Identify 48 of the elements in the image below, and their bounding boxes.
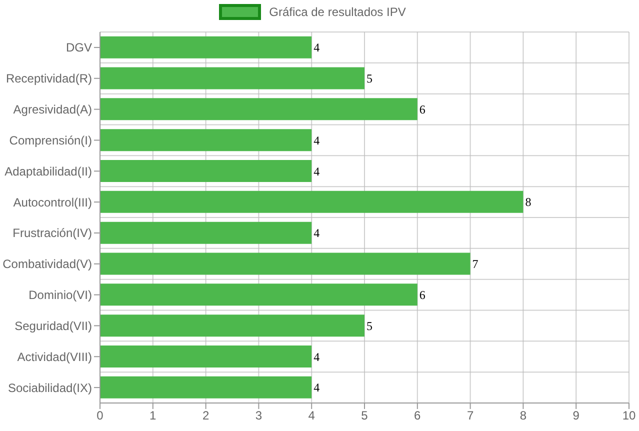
bar	[100, 284, 418, 306]
bar	[100, 36, 312, 58]
legend-label: Gráfica de resultados IPV	[268, 4, 406, 20]
data-label: 6	[419, 102, 426, 116]
y-tick-label: Seguridad(VII)	[14, 318, 92, 333]
x-tick-label: 8	[520, 408, 527, 423]
y-tick-label: Actividad(VIII)	[17, 350, 92, 364]
data-label: 4	[314, 164, 320, 178]
data-label: 4	[314, 380, 320, 395]
y-tick-label: Sociabilidad(IX)	[8, 380, 92, 395]
y-tick-label: Agresividad(A)	[13, 102, 92, 117]
data-label: 7	[472, 257, 478, 272]
y-tick-label: DGV	[66, 40, 92, 55]
x-tick-label: 10	[622, 408, 636, 423]
x-tick-label: 9	[572, 408, 580, 423]
data-label: 4	[314, 40, 320, 55]
y-tick-label: Dominio(VI)	[28, 288, 92, 302]
data-label: 4	[314, 226, 320, 240]
y-tick-label: Adaptabilidad(II)	[4, 164, 92, 178]
bar	[100, 98, 418, 120]
y-tick-label: Frustración(IV)	[12, 226, 92, 240]
bar	[100, 190, 524, 213]
data-label: 4	[314, 133, 320, 148]
bar	[100, 129, 312, 152]
y-tick-label: Combatividad(V)	[2, 257, 92, 272]
x-tick-label: 4	[308, 408, 316, 423]
bar	[100, 67, 364, 90]
x-tick-label: 6	[414, 408, 422, 423]
x-tick-label: 2	[202, 408, 210, 423]
data-label: 5	[366, 318, 372, 333]
bar	[100, 345, 312, 368]
y-tick-label: Receptividad(R)	[6, 72, 92, 86]
data-label: 4	[314, 350, 320, 364]
data-label: 8	[525, 195, 532, 210]
bar	[100, 222, 312, 244]
y-tick-label: Autocontrol(III)	[13, 195, 92, 210]
x-tick-label: 7	[466, 408, 474, 423]
x-tick-label: 0	[96, 408, 104, 423]
bar	[100, 160, 312, 182]
bar	[100, 252, 470, 275]
x-tick-label: 1	[150, 408, 157, 423]
x-tick-label: 5	[361, 408, 368, 423]
data-label: 5	[366, 72, 372, 86]
bar	[100, 314, 364, 337]
bar	[100, 376, 312, 398]
x-tick-label: 3	[255, 408, 262, 423]
y-tick-label: Comprensión(I)	[9, 133, 92, 148]
data-label: 6	[419, 288, 426, 302]
